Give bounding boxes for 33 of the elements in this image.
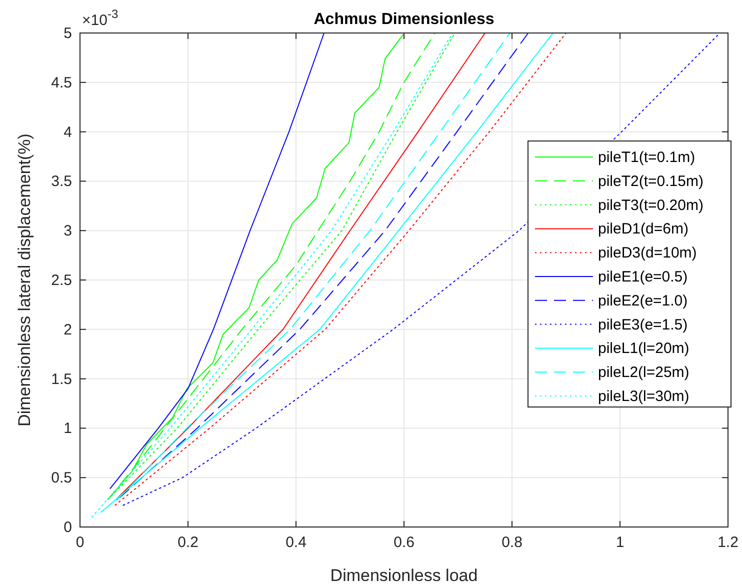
y-tick-label: 2 [64,321,72,338]
x-tick-label: 0 [76,534,84,551]
legend-label: pileT1(t=0.1m) [598,149,696,166]
x-tick-label: 1.2 [718,534,738,551]
legend-label: pileD3(d=10m) [598,244,697,262]
legend-label: pileL3(l=30m) [598,388,690,405]
x-axis-title: Dimensionless load [330,566,478,585]
y-tick-label: 4 [64,124,72,141]
y-tick-label: 2.5 [51,272,72,289]
legend-label: pileE3(e=1.5) [598,316,688,334]
y-tick-label: 3.5 [51,173,72,190]
y-tick-label: 3 [64,222,72,240]
chart-title: Achmus Dimensionless [314,11,494,28]
x-tick-label: 0.2 [178,534,198,551]
y-tick-label: 4.5 [51,74,72,92]
y-tick-label: 0.5 [51,470,72,487]
y-tick-label: 5 [64,25,72,42]
x-tick-label: 0.4 [286,534,306,551]
x-tick-label: 0.6 [394,534,414,551]
y-tick-label: 1.5 [51,370,72,388]
legend-label: pileL1(l=20m) [598,340,690,358]
legend-label: pileL2(l=25m) [598,364,690,382]
legend-label: pileT2(t=0.15m) [598,172,704,190]
x-tick-label: 0.8 [502,534,522,551]
y-tick-label: 0 [64,519,72,536]
y-tick-label: 1 [64,420,72,438]
text: ×10$^{-3}$ [82,7,118,29]
y-axis-title: Dimensionless lateral displacement(%) [15,134,34,426]
x-tick-label: 1 [616,534,624,551]
legend-label: pileE1(e=0.5) [598,268,688,286]
legend-label: pileT3(t=0.20m) [598,196,704,214]
legend-label: pileE2(e=1.0) [598,292,688,310]
legend-label: pileD1(d=6m) [598,220,688,238]
